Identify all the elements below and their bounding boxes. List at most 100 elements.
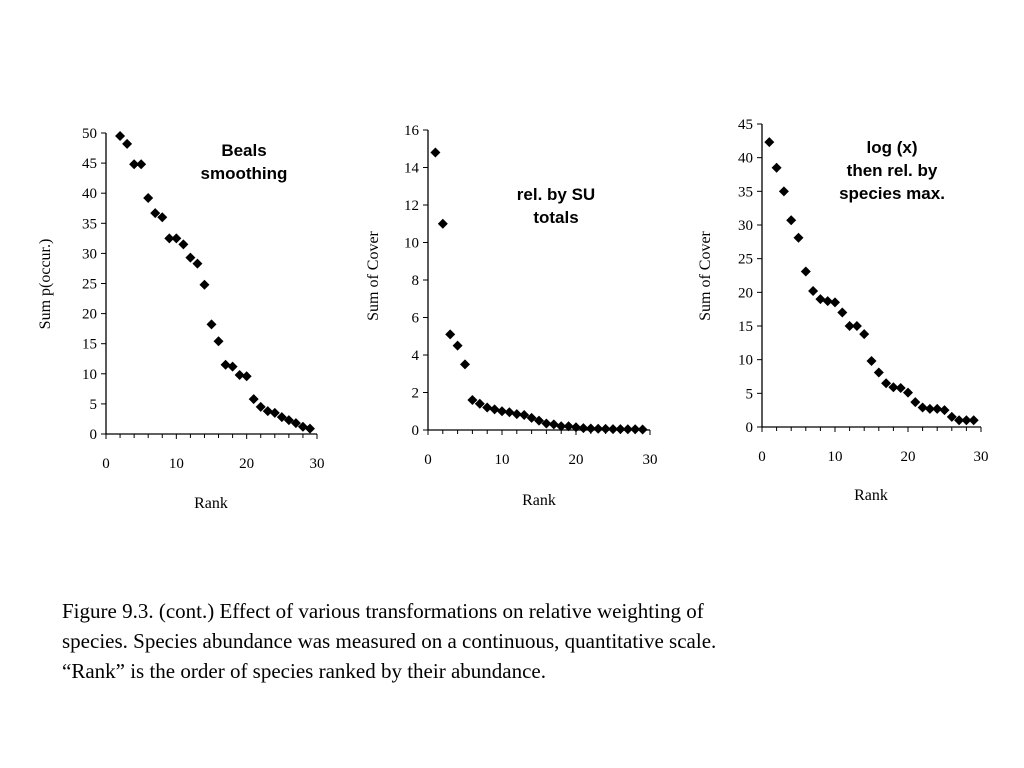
y-tick-label: 25	[82, 277, 97, 293]
x-tick-label: 0	[424, 452, 432, 468]
data-point	[600, 423, 611, 434]
y-tick-label: 15	[82, 337, 97, 353]
data-point	[793, 232, 804, 243]
chart-annotation: then rel. by	[847, 161, 938, 180]
data-point	[136, 159, 147, 170]
data-point	[954, 415, 965, 426]
data-point	[815, 294, 826, 305]
data-point	[122, 138, 133, 149]
data-point	[452, 340, 463, 351]
data-point	[786, 215, 797, 226]
data-point	[248, 394, 259, 405]
figure-caption: Figure 9.3. (cont.) Effect of various tr…	[62, 596, 962, 686]
data-point	[206, 319, 217, 330]
data-point	[563, 421, 574, 432]
data-point	[593, 423, 604, 434]
x-tick-label: 20	[569, 452, 584, 468]
y-tick-label: 12	[404, 198, 419, 214]
x-tick-label: 0	[758, 449, 766, 465]
y-tick-label: 30	[82, 246, 97, 262]
data-point	[474, 398, 485, 409]
data-point	[903, 387, 913, 398]
data-point	[571, 422, 581, 433]
y-tick-label: 2	[412, 386, 420, 402]
data-point	[460, 359, 470, 370]
data-point	[482, 402, 493, 413]
data-point	[276, 412, 287, 423]
data-point	[630, 424, 641, 435]
data-point	[519, 410, 530, 420]
y-tick-label: 40	[82, 186, 97, 202]
y-tick-label: 20	[738, 285, 753, 301]
data-point	[262, 406, 273, 417]
data-point	[185, 252, 196, 263]
data-point	[269, 407, 280, 418]
data-point	[150, 208, 161, 219]
data-point	[171, 233, 182, 244]
x-axis-label: Rank	[194, 495, 228, 512]
data-point	[961, 415, 972, 426]
data-point	[924, 403, 935, 414]
data-point	[837, 307, 848, 318]
y-tick-label: 5	[746, 386, 754, 402]
data-point	[220, 359, 231, 370]
data-point	[968, 415, 979, 426]
y-axis-label: Sum p(occur.)	[37, 239, 54, 330]
data-point	[888, 382, 899, 393]
data-point	[213, 336, 224, 347]
chart-annotation: log (x)	[867, 138, 918, 157]
data-point	[199, 279, 210, 290]
data-point	[157, 212, 168, 223]
data-point	[859, 329, 870, 340]
data-point	[534, 415, 544, 426]
data-point	[917, 402, 928, 413]
x-axis-label: Rank	[522, 492, 556, 509]
y-tick-label: 45	[738, 117, 753, 133]
data-point	[822, 296, 833, 307]
y-tick-label: 10	[82, 367, 97, 383]
data-point	[234, 370, 245, 381]
y-tick-label: 40	[738, 151, 753, 167]
y-tick-label: 30	[738, 218, 753, 234]
data-point	[283, 415, 294, 426]
data-point	[895, 382, 906, 393]
x-tick-label: 20	[901, 449, 916, 465]
caption-line-3: “Rank” is the order of species ranked by…	[62, 659, 546, 683]
data-point	[548, 419, 559, 430]
y-tick-label: 14	[404, 161, 420, 177]
data-point	[585, 423, 596, 434]
y-tick-label: 8	[412, 273, 420, 289]
chart-annotation: totals	[533, 208, 578, 227]
data-point	[851, 321, 862, 331]
data-point	[608, 424, 618, 435]
y-tick-label: 25	[738, 252, 753, 268]
data-point	[866, 356, 877, 367]
x-tick-label: 20	[239, 456, 254, 472]
data-point	[526, 412, 537, 423]
data-point	[778, 186, 789, 197]
chart-annotation: Beals	[221, 141, 266, 160]
x-axis-label: Rank	[854, 487, 888, 504]
data-point	[939, 405, 950, 416]
x-tick-label: 30	[974, 449, 989, 465]
data-point	[764, 137, 775, 148]
data-point	[622, 424, 633, 435]
x-tick-label: 30	[643, 452, 658, 468]
data-point	[637, 424, 648, 435]
data-point	[178, 239, 189, 250]
data-point	[556, 421, 567, 432]
y-tick-label: 16	[404, 123, 420, 139]
y-tick-label: 45	[82, 156, 97, 172]
chart-3: 0 5 10 15 20 25 30 35 40 45 0 10 20 30 Sum of Cover Ran…	[697, 117, 989, 504]
data-point	[873, 367, 884, 378]
data-point	[227, 361, 238, 372]
y-tick-label: 10	[404, 236, 419, 252]
data-point	[290, 418, 301, 429]
y-axis-label: Sum of Cover	[365, 230, 382, 320]
y-axis-label: Sum of Cover	[697, 230, 714, 320]
data-point	[489, 404, 500, 415]
caption-line-1: Figure 9.3. (cont.) Effect of various tr…	[62, 599, 704, 623]
data-point	[830, 297, 840, 308]
y-tick-label: 10	[738, 353, 753, 369]
chart-annotation: species max.	[839, 184, 945, 203]
